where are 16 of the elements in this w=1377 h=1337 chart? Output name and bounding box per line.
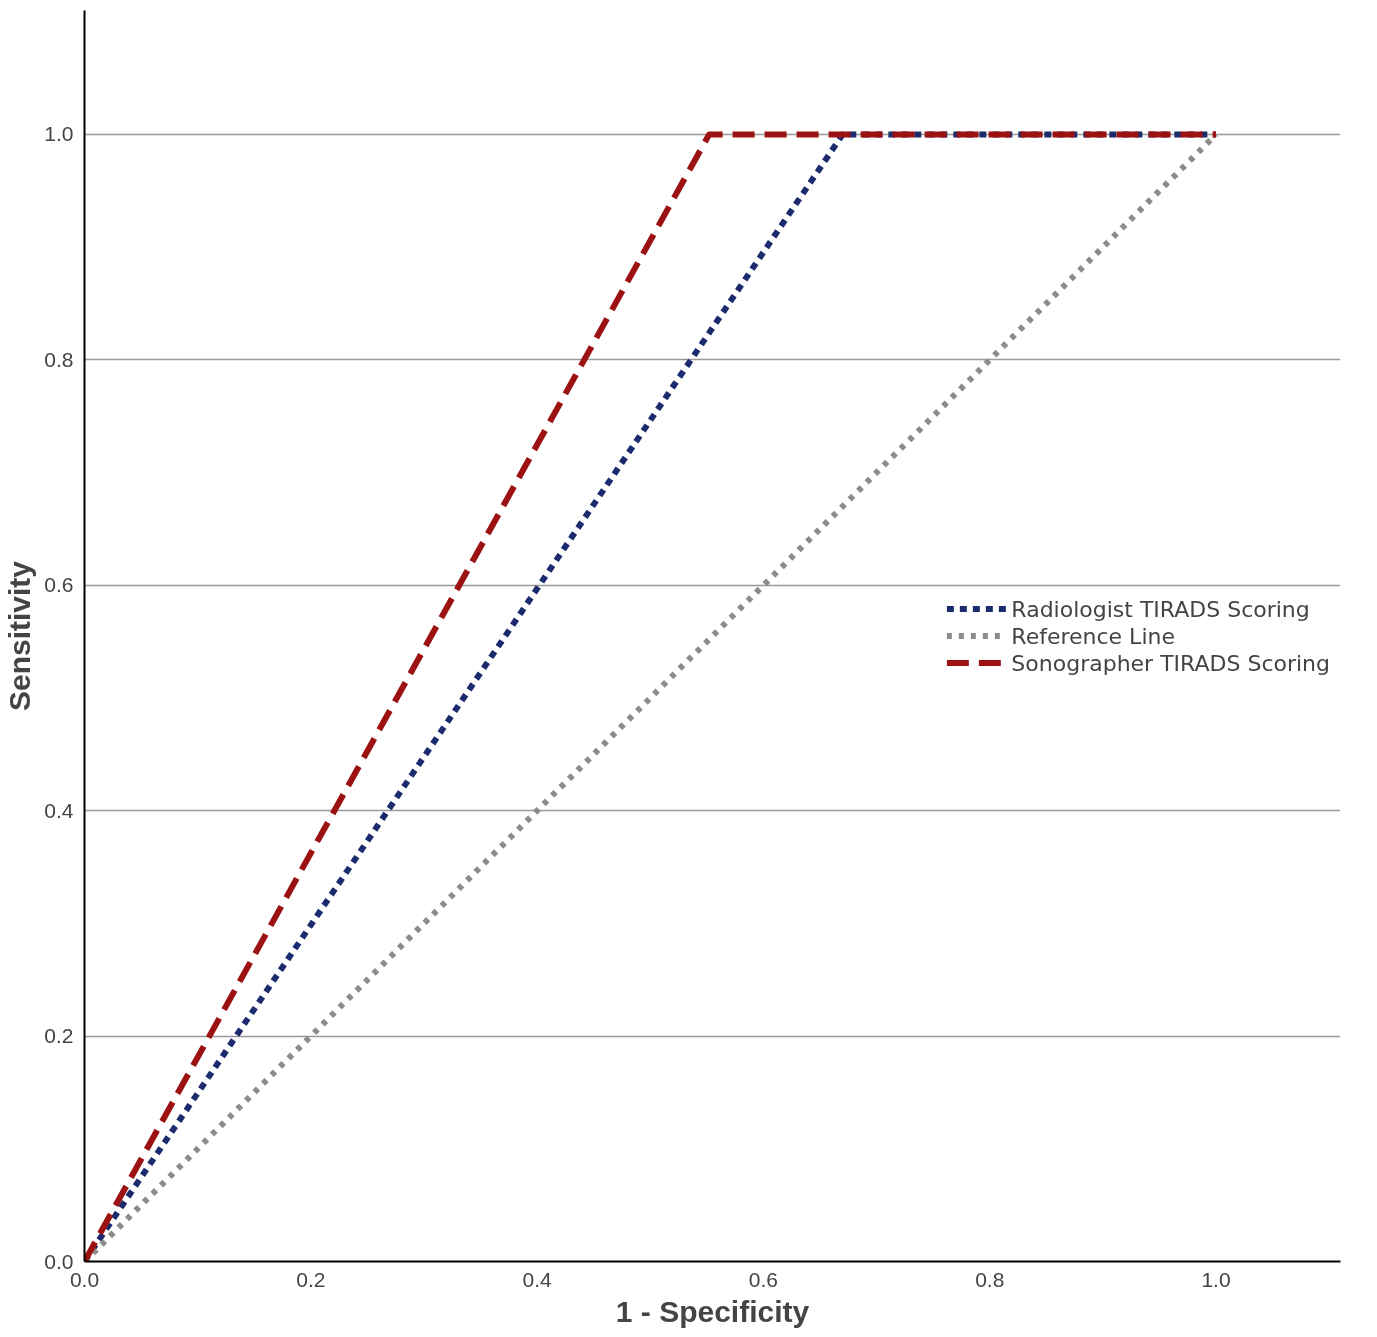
- y-tick-label: 0.6: [44, 573, 74, 597]
- legend-label: Radiologist TIRADS Scoring: [1011, 596, 1310, 621]
- legend-label: Reference Line: [1011, 623, 1175, 648]
- y-tick-label: 0.0: [44, 1249, 74, 1273]
- y-axis-title: Sensitivity: [3, 560, 37, 712]
- y-tick-label: 0.4: [44, 798, 74, 822]
- y-tick-label: 1.0: [44, 122, 74, 146]
- x-tick-label: 0.2: [296, 1267, 326, 1291]
- y-tick-label: 0.8: [44, 347, 74, 371]
- x-tick-label: 0.8: [975, 1267, 1005, 1291]
- x-axis-title: 1 - Specificity: [615, 1294, 810, 1328]
- x-tick-label: 0.4: [522, 1267, 553, 1291]
- x-tick-label: 1.0: [1201, 1267, 1231, 1291]
- y-tick-label: 0.2: [44, 1024, 74, 1048]
- legend-label: Sonographer TIRADS Scoring: [1011, 650, 1330, 675]
- x-tick-label: 0.6: [748, 1267, 779, 1291]
